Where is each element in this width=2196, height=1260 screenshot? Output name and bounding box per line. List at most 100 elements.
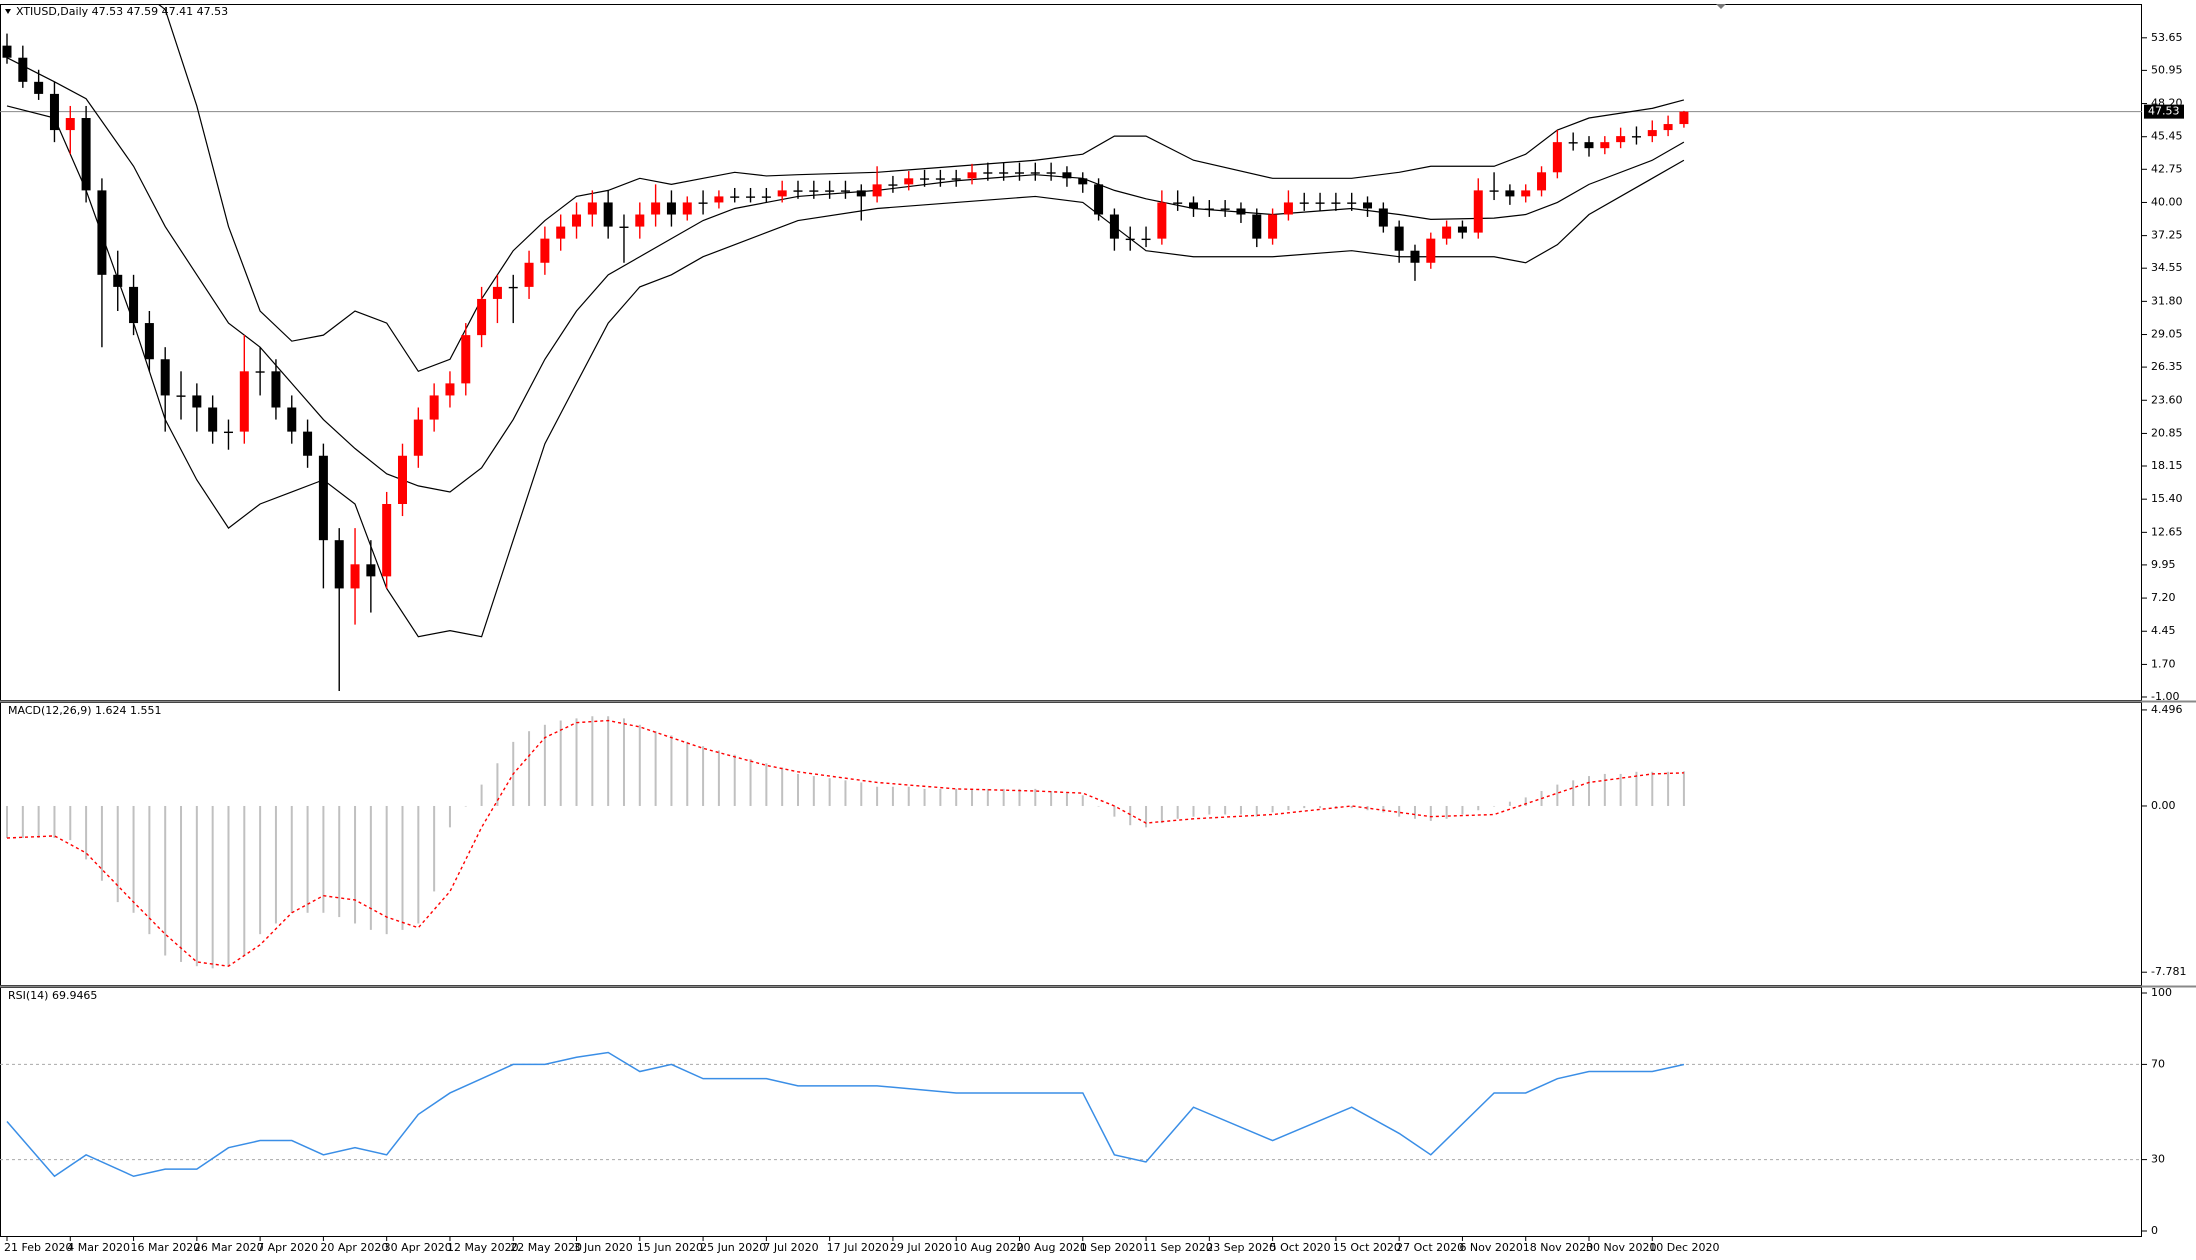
macd-bar — [1350, 805, 1353, 809]
candle-body — [1189, 202, 1198, 209]
y-tick-label: 15.40 — [2151, 492, 2183, 505]
macd-bar — [1192, 805, 1195, 817]
macd-bar — [1097, 805, 1100, 807]
candle-body — [1489, 190, 1499, 192]
macd-bar — [1081, 795, 1084, 806]
candle-body — [556, 226, 566, 239]
macd-bar — [1445, 805, 1448, 819]
candle-body — [192, 395, 202, 408]
collapse-arrow[interactable] — [5, 9, 11, 14]
macd-bar — [1524, 797, 1527, 806]
rsi-plot — [0, 1051, 2142, 1178]
candle-body — [1173, 202, 1183, 204]
candle-body — [160, 359, 170, 396]
macd-bar — [496, 763, 499, 806]
macd-bar — [1034, 788, 1037, 806]
macd-bar — [1366, 805, 1369, 811]
macd-bar — [1319, 805, 1322, 809]
candle-body — [1552, 142, 1562, 173]
candle-body — [1616, 136, 1626, 143]
candle-body — [2, 45, 12, 58]
candle-body — [1537, 172, 1547, 191]
macd-bar — [971, 788, 974, 806]
candle-body — [492, 286, 502, 299]
candle-body — [129, 286, 139, 324]
macd-bar — [907, 786, 910, 806]
macd-bar — [195, 805, 198, 967]
macd-bar — [1651, 771, 1654, 806]
macd-bar — [1224, 805, 1227, 815]
macd-plot — [6, 716, 1685, 969]
rsi-pane-frame — [0, 987, 2142, 1237]
macd-bar — [100, 805, 103, 881]
candle-body — [666, 202, 676, 215]
macd-bar — [923, 788, 926, 806]
macd-bar — [733, 754, 736, 806]
candle-body — [1236, 208, 1246, 215]
candle-body — [1062, 172, 1072, 179]
x-tick-label: 4 Mar 2020 — [67, 1241, 130, 1254]
candle-body — [1568, 142, 1578, 144]
candle-body — [1157, 202, 1167, 239]
macd-bar — [1556, 784, 1559, 806]
candle-body — [18, 57, 28, 82]
x-tick-label: 26 Mar 2020 — [194, 1241, 264, 1254]
macd-bar — [891, 786, 894, 806]
price-title: XTIUSD,Daily 47.53 47.59 47.41 47.53 — [16, 5, 228, 18]
y-tick-label: 40.00 — [2151, 195, 2183, 208]
x-tick-label: 17 Jul 2020 — [827, 1241, 889, 1254]
macd-bar — [860, 782, 863, 806]
candle-body — [856, 190, 866, 197]
macd-bar — [480, 784, 483, 806]
y-tick-label: 0 — [2151, 1224, 2158, 1237]
macd-bar — [765, 763, 768, 806]
bollinger-upper — [158, 5, 1685, 373]
macd-bar — [670, 735, 673, 806]
candle-body — [1410, 250, 1420, 263]
y-tick-label: 70 — [2151, 1057, 2165, 1070]
last-price-label: 47.53 — [2148, 105, 2180, 118]
macd-bar — [211, 805, 214, 969]
y-tick-label: 12.65 — [2151, 525, 2183, 538]
x-tick-label: 16 Mar 2020 — [131, 1241, 201, 1254]
candle-body — [223, 431, 233, 434]
candle-body — [761, 196, 771, 198]
y-tick-label: 7.20 — [2151, 591, 2176, 604]
macd-bar — [607, 716, 610, 806]
macd-bar — [622, 718, 625, 806]
macd-bar — [180, 805, 183, 962]
macd-bar — [116, 805, 119, 903]
macd-bar — [528, 731, 531, 806]
macd-bar — [132, 805, 135, 913]
macd-bar — [1588, 776, 1590, 806]
candle-body — [572, 214, 582, 227]
macd-signal — [6, 719, 1684, 967]
macd-bar — [1603, 773, 1606, 806]
macd-bar — [1461, 805, 1464, 815]
macd-bar — [1271, 805, 1274, 813]
candle-body — [951, 178, 961, 180]
y-tick-label: 31.80 — [2151, 294, 2183, 307]
candle-body — [1268, 214, 1278, 239]
candle-body — [1647, 130, 1657, 137]
candle-body — [651, 202, 661, 215]
x-tick-label: 5 Oct 2020 — [1270, 1241, 1331, 1254]
candle-body — [334, 540, 344, 589]
macd-bar — [781, 767, 784, 806]
candle-body — [318, 455, 328, 541]
macd-bar — [1682, 771, 1685, 806]
candle-body — [1394, 226, 1404, 251]
candle-body — [34, 81, 44, 94]
macd-bar — [53, 805, 56, 839]
x-tick-label: 22 May 2020 — [510, 1241, 582, 1254]
candle-body — [1473, 190, 1483, 233]
macd-bar — [1018, 788, 1021, 806]
macd-pane-frame — [0, 702, 2142, 986]
candle-body — [1631, 136, 1641, 138]
macd-bar — [591, 716, 594, 806]
candle-body — [603, 202, 613, 227]
candle-body — [271, 371, 281, 408]
candle-body — [793, 190, 803, 192]
x-tick-label: 30 Nov 2020 — [1586, 1241, 1656, 1254]
y-tick-label: 4.496 — [2151, 703, 2183, 716]
